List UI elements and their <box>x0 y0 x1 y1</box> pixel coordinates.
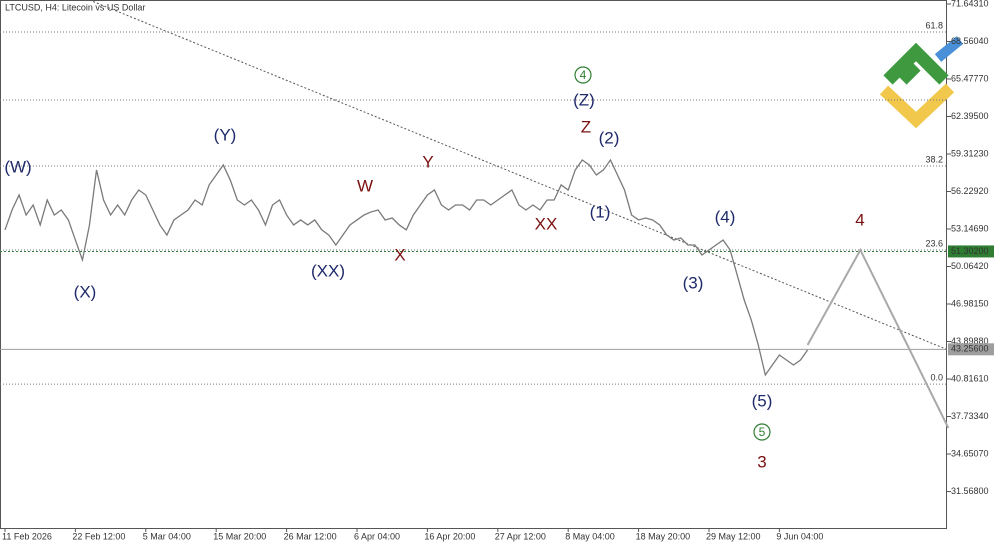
y-tick-label: 56.22920 <box>951 186 989 196</box>
x-tick-label: 8 May 04:00 <box>565 531 615 541</box>
wave-label: 4 <box>855 210 864 229</box>
y-tick-label: 43.89880 <box>951 336 989 346</box>
x-tick-label: 15 Mar 20:00 <box>213 531 266 541</box>
fib-label: 0.0 <box>930 372 943 382</box>
y-tick-label: 71.64310 <box>951 0 989 8</box>
x-tick-label: 27 Apr 12:00 <box>495 531 546 541</box>
x-tick-label: 22 Feb 12:00 <box>72 531 125 541</box>
y-tick-label: 50.06420 <box>951 261 989 271</box>
wave-circle <box>753 423 771 441</box>
wave-label: (Y) <box>214 125 237 144</box>
wave-label: (2) <box>599 128 620 147</box>
fib-label: 61.8 <box>925 20 943 30</box>
wave-label: X <box>394 245 405 264</box>
x-tick-label: 26 Mar 12:00 <box>284 531 337 541</box>
logo-green <box>883 42 949 85</box>
trend-line <box>89 0 949 351</box>
wave-label: (5) <box>752 391 773 410</box>
x-tick-label: 18 May 20:00 <box>636 531 691 541</box>
price-box-label: 43.25600 <box>951 344 989 354</box>
y-tick-label: 37.73340 <box>951 411 989 421</box>
wave-label: 5 <box>759 425 766 439</box>
y-tick-label: 53.14690 <box>951 223 989 233</box>
wave-label: 4 <box>580 68 587 82</box>
price-box <box>948 343 994 356</box>
y-tick-label: 34.65070 <box>951 448 989 458</box>
fib-label: 38.2 <box>925 154 943 164</box>
x-tick-label: 9 Jun 04:00 <box>776 531 823 541</box>
wave-label: (1) <box>590 202 611 221</box>
y-tick-label: 68.56040 <box>951 36 989 46</box>
wave-label: (X) <box>74 282 97 301</box>
wave-label: (XX) <box>311 261 345 280</box>
chart-title: LTCUSD, H4: Litecoin vs US Dollar <box>5 2 145 12</box>
wave-label: Z <box>581 117 591 136</box>
wave-label: (Z) <box>573 90 595 109</box>
logo-green-inner <box>897 61 921 85</box>
x-tick-label: 5 Mar 04:00 <box>143 531 191 541</box>
wave-circle <box>574 66 592 84</box>
fib-label: 23.6 <box>925 238 943 248</box>
y-tick-label: 62.39500 <box>951 111 989 121</box>
y-tick-label: 40.81610 <box>951 373 989 383</box>
logo-blue <box>934 36 964 62</box>
price-box-label: 51.30200 <box>951 246 989 256</box>
x-tick-label: 11 Feb 2026 <box>2 531 52 541</box>
y-tick-label: 65.47770 <box>951 73 989 83</box>
wave-label: Y <box>422 152 433 171</box>
plot-frame <box>0 0 947 529</box>
wave-label: (3) <box>683 273 704 292</box>
projection <box>806 247 950 429</box>
price-line-series <box>4 158 809 377</box>
y-tick-label: 59.31230 <box>951 148 989 158</box>
wave-label: (W) <box>4 157 31 176</box>
x-tick-label: 29 May 12:00 <box>706 531 761 541</box>
price-box <box>948 245 994 258</box>
y-tick-label: 31.56800 <box>951 486 989 496</box>
y-tick-label: 46.98150 <box>951 298 989 308</box>
wave-label: (4) <box>715 207 736 226</box>
wave-label: XX <box>535 214 558 233</box>
wave-label: 3 <box>757 452 766 471</box>
x-tick-label: 16 Apr 20:00 <box>424 531 475 541</box>
wave-label: W <box>357 176 373 195</box>
x-tick-label: 6 Apr 04:00 <box>354 531 400 541</box>
